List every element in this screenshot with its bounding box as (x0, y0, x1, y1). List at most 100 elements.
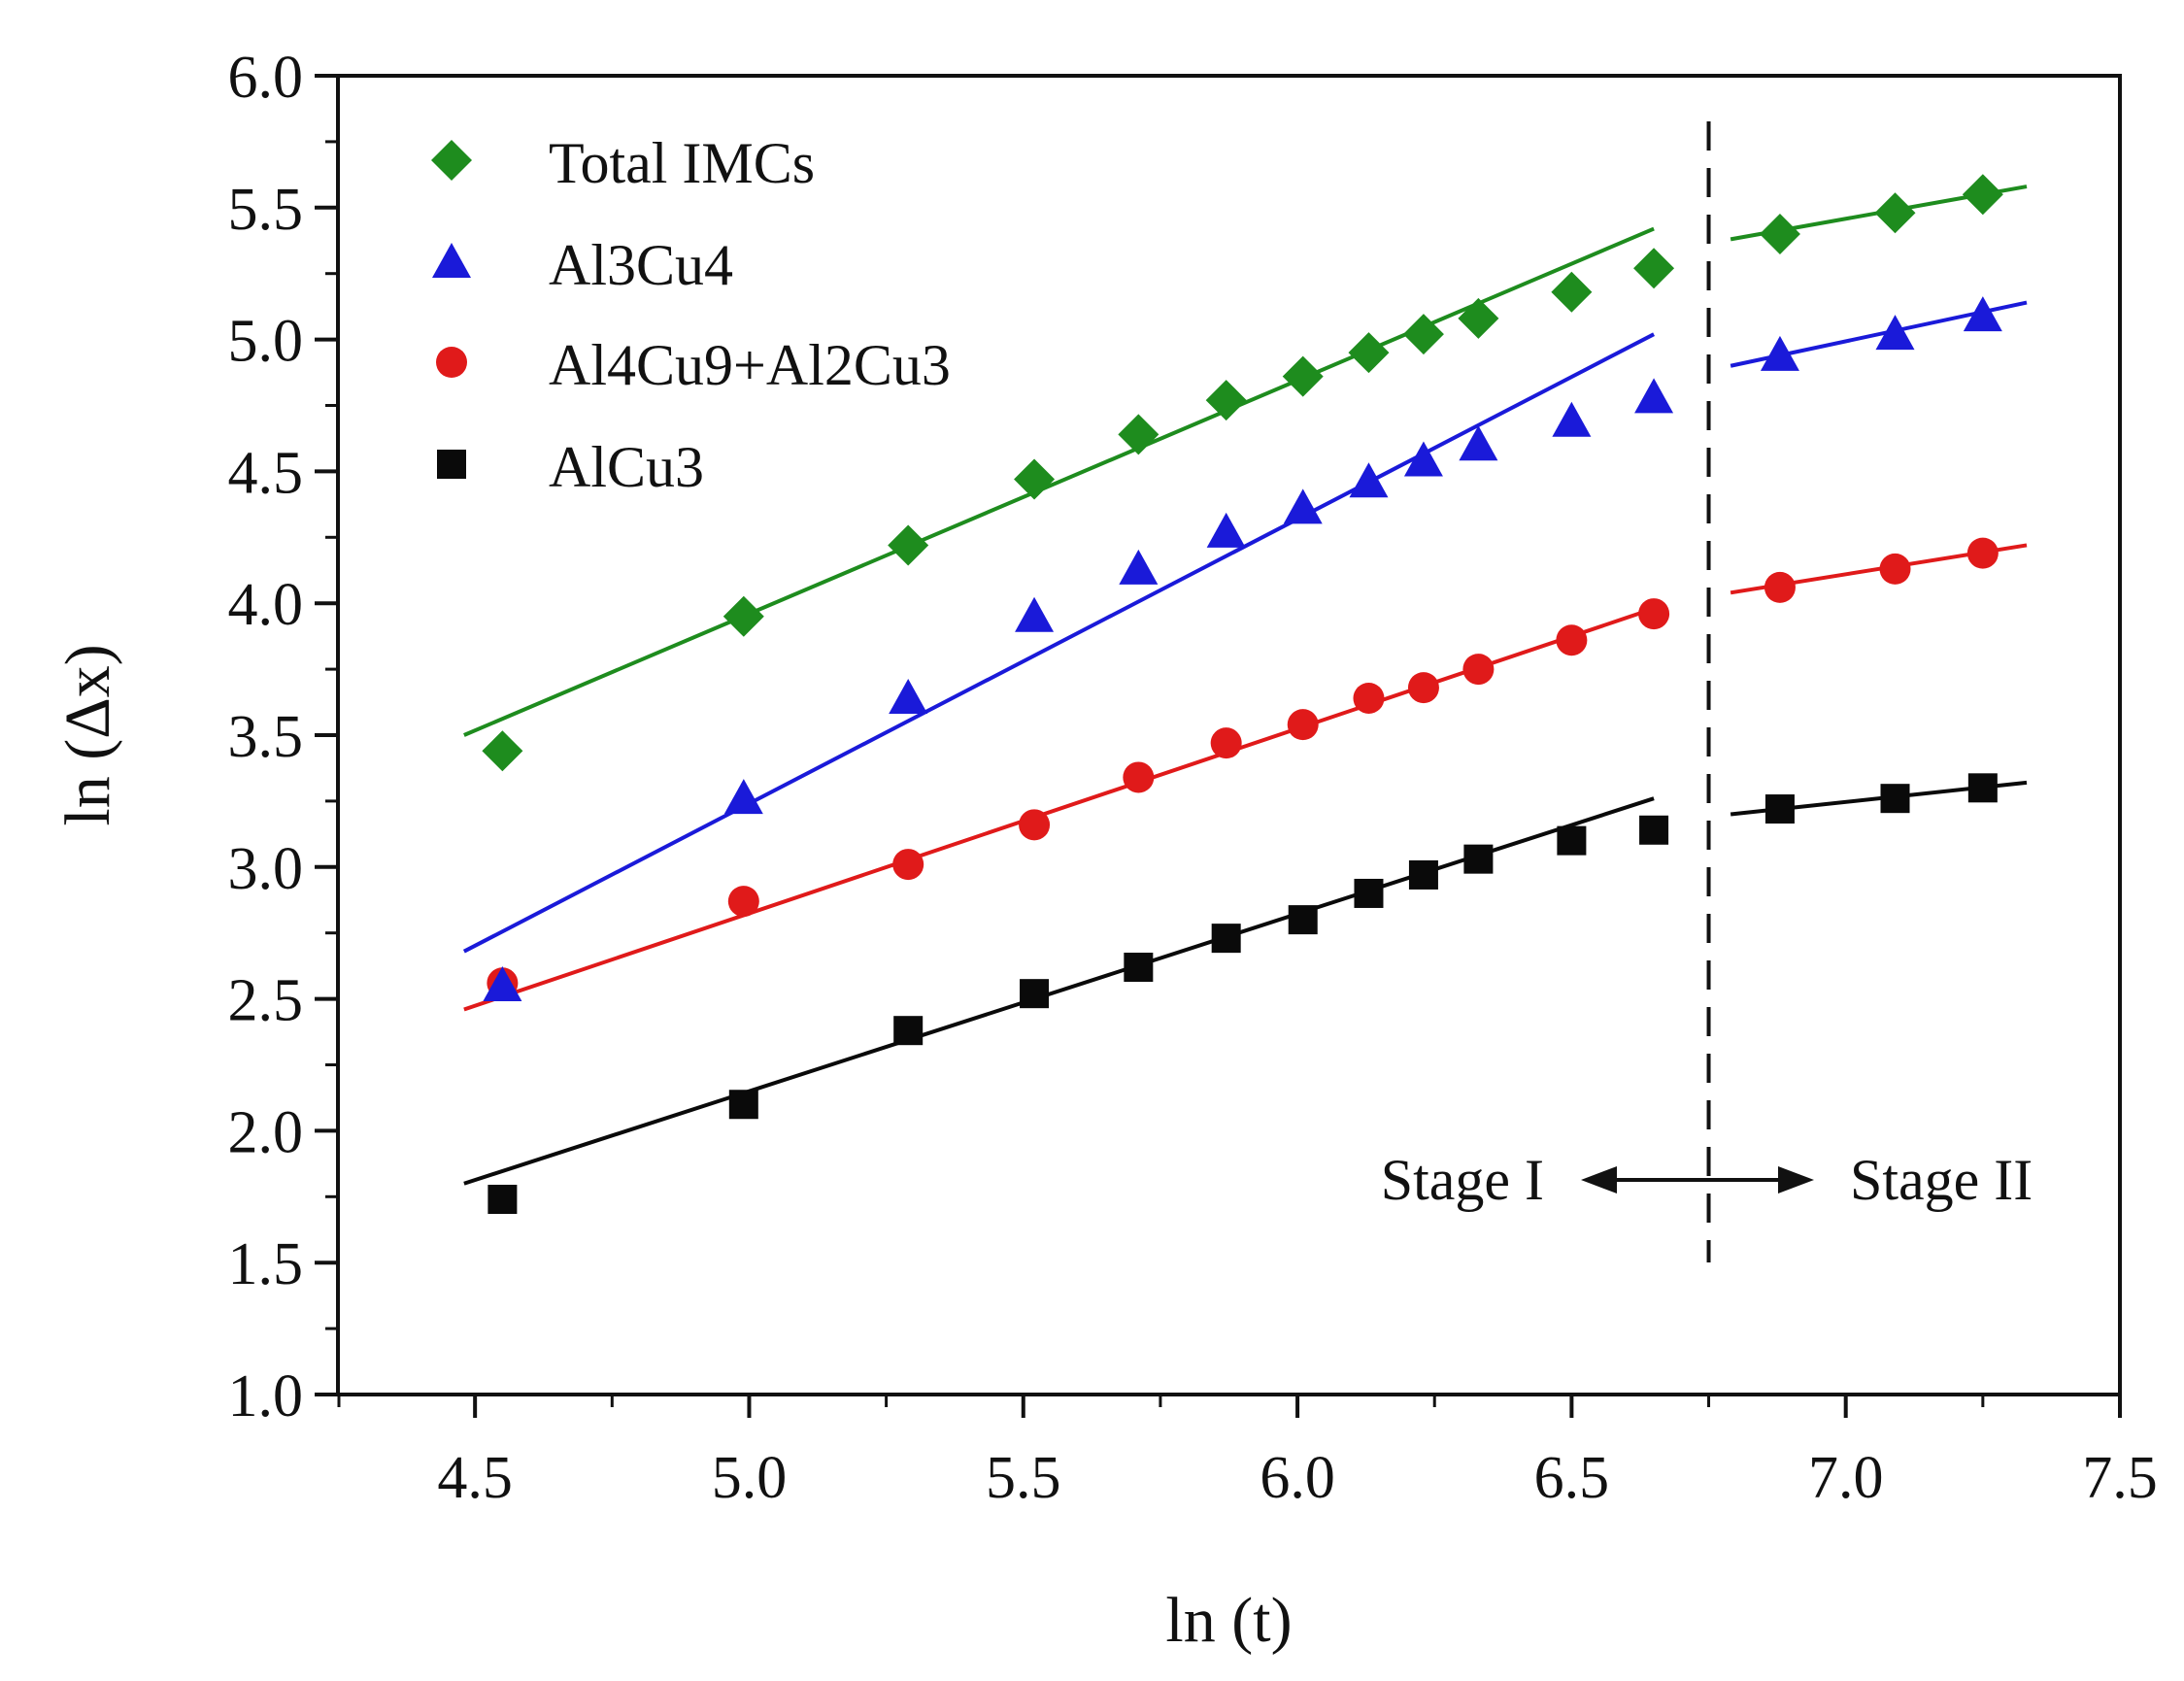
legend-label: AlCu3 (549, 435, 704, 499)
x-tick-label: 5.5 (986, 1445, 1061, 1511)
data-point-square (1880, 784, 1910, 814)
data-point-square (1288, 905, 1318, 935)
y-axis-label: ln (Δx) (52, 644, 123, 825)
data-point-triangle (1015, 596, 1055, 632)
data-point-square (1354, 878, 1384, 908)
data-point-circle (892, 849, 924, 881)
data-point-square (728, 1090, 758, 1120)
y-tick-label: 3.5 (228, 704, 304, 770)
legend-label: Al3Cu4 (549, 233, 733, 297)
data-point-circle (1556, 624, 1588, 656)
legend-label: Total IMCs (549, 131, 815, 195)
data-point-circle (1638, 598, 1670, 630)
legend-label: Al4Cu9+Al2Cu3 (549, 333, 951, 397)
data-markers (482, 174, 2003, 1215)
data-point-square (487, 1185, 518, 1215)
data-point-diamond (1402, 314, 1444, 355)
data-point-diamond (1759, 213, 1800, 254)
y-tick-label: 5.0 (228, 309, 304, 375)
data-point-square (1408, 859, 1438, 890)
y-tick-label: 5.5 (228, 177, 304, 243)
stage-2-label: Stage II (1850, 1148, 2033, 1212)
data-point-circle (1407, 672, 1439, 704)
data-point-diamond (722, 595, 764, 637)
data-point-square (1463, 844, 1494, 874)
data-point-diamond (482, 730, 523, 772)
fit-line-diamond-1 (463, 226, 1655, 737)
data-point-square (1557, 825, 1587, 856)
data-point-diamond (1874, 192, 1916, 234)
data-point-triangle (1403, 441, 1443, 477)
legend-marker-diamond (431, 140, 472, 181)
data-point-diamond (1348, 332, 1390, 374)
x-tick-label: 7.5 (2082, 1445, 2158, 1511)
data-point-circle (1123, 761, 1155, 793)
data-point-diamond (1633, 248, 1675, 289)
y-tick-label: 2.0 (228, 1099, 304, 1165)
x-tick-label: 7.0 (1808, 1445, 1884, 1511)
data-point-triangle (1206, 512, 1246, 548)
data-point-triangle (1875, 315, 1915, 351)
data-point-diamond (1205, 380, 1247, 421)
data-point-triangle (1119, 549, 1159, 585)
data-point-square (1639, 815, 1669, 845)
data-point-circle (1764, 571, 1796, 603)
data-point-square (893, 1016, 924, 1046)
data-point-circle (1879, 553, 1911, 585)
fit-line-circle-1 (463, 606, 1655, 1012)
y-tick-label: 6.0 (228, 45, 304, 111)
fit-line-square-1 (463, 796, 1655, 1186)
x-tick-label: 4.5 (437, 1445, 513, 1511)
data-point-circle (727, 886, 759, 918)
data-point-square (1764, 794, 1795, 824)
stage-arrow-right-head (1778, 1166, 1814, 1194)
y-tick-label: 2.5 (228, 968, 304, 1034)
data-point-circle (1210, 727, 1242, 759)
x-tick-label: 6.5 (1534, 1445, 1610, 1511)
data-point-triangle (1349, 462, 1389, 498)
y-tick-label: 1.0 (228, 1363, 304, 1429)
data-point-circle (1287, 709, 1319, 741)
y-tick-label: 4.5 (228, 440, 304, 506)
data-point-triangle (1459, 425, 1498, 461)
legend-marker-triangle (432, 243, 471, 278)
y-tick-label: 3.0 (228, 836, 304, 902)
data-point-circle (1966, 537, 1999, 569)
data-point-triangle (1760, 335, 1799, 371)
data-point-circle (1462, 654, 1495, 686)
data-point-square (1020, 979, 1050, 1009)
stage-1-label: Stage I (1381, 1148, 1544, 1212)
data-point-triangle (1963, 296, 2002, 332)
data-point-triangle (1283, 488, 1323, 524)
data-point-diamond (1551, 271, 1593, 313)
data-point-triangle (723, 779, 763, 815)
data-point-diamond (1282, 355, 1324, 397)
data-point-circle (1019, 809, 1051, 841)
stage-annotation: Stage I Stage II (1381, 121, 2033, 1262)
data-point-triangle (483, 966, 522, 1002)
data-point-triangle (889, 678, 928, 714)
x-tick-label: 5.0 (712, 1445, 788, 1511)
data-point-circle (1353, 682, 1385, 714)
data-point-diamond (1014, 458, 1056, 500)
data-point-diamond (1458, 297, 1499, 339)
data-point-square (1967, 773, 1998, 803)
axes: 4.5 5.0 5.5 6.0 6.5 7.0 7.5 1.0 1.5 2.0 2.5 3.0 3.5 4… (228, 45, 2158, 1511)
x-tick-label: 6.0 (1260, 1445, 1335, 1511)
data-point-square (1211, 924, 1241, 954)
data-point-triangle (1634, 378, 1674, 414)
data-point-diamond (1118, 414, 1159, 455)
legend-marker-square (437, 450, 466, 479)
legend-marker-circle (436, 347, 467, 378)
stage-arrow-left-head (1581, 1166, 1617, 1194)
data-point-diamond (888, 524, 929, 566)
x-axis-label: ln (t) (1165, 1585, 1292, 1656)
data-point-square (1124, 953, 1154, 983)
data-point-diamond (1962, 174, 2003, 216)
data-point-triangle (1552, 401, 1592, 437)
legend: Total IMCs Al3Cu4 Al4Cu9+Al2Cu3 AlCu3 (431, 131, 951, 499)
y-tick-label: 4.0 (228, 572, 304, 638)
fit-line-triangle-1 (462, 332, 1655, 954)
y-tick-label: 1.5 (228, 1231, 304, 1297)
